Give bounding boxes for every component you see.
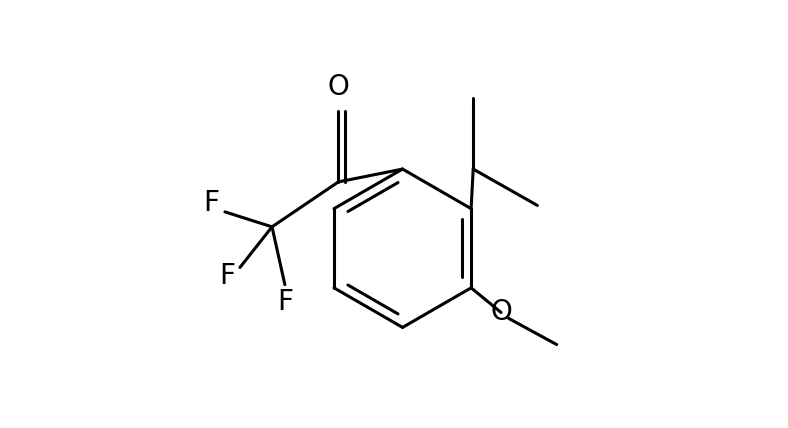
Text: O: O (328, 73, 349, 101)
Text: O: O (490, 298, 512, 327)
Text: F: F (203, 189, 219, 217)
Text: F: F (277, 288, 293, 316)
Text: F: F (219, 262, 235, 290)
